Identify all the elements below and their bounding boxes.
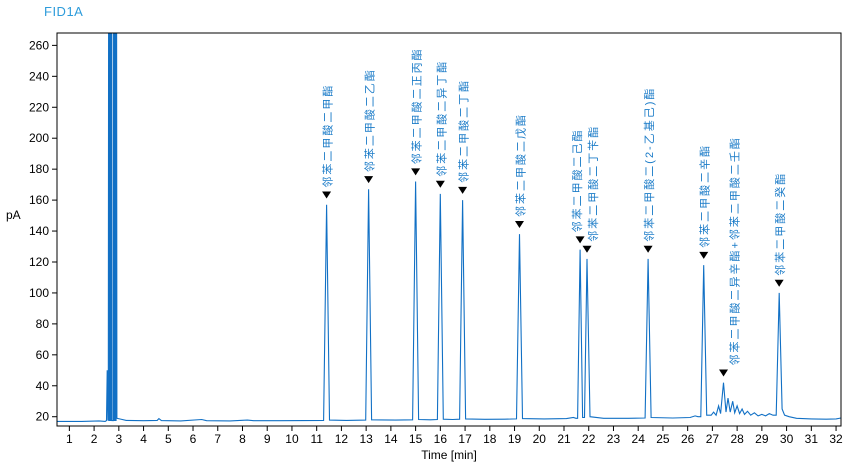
signal-trace — [57, 33, 841, 422]
y-tick-label: 40 — [36, 379, 50, 393]
y-tick-label: 100 — [29, 286, 49, 300]
peak-label: 邻苯二甲酸二戊酯 — [513, 113, 527, 217]
x-tick-label: 7 — [214, 432, 221, 446]
peak-label: 邻苯二甲酸二异辛酯+邻苯二甲酸二壬酯 — [728, 136, 742, 365]
y-tick-label: 220 — [29, 100, 49, 114]
x-tick-label: 13 — [359, 432, 373, 446]
x-axis-label: Time [min] — [421, 448, 477, 462]
y-axis-label: pA — [6, 208, 21, 222]
y-tick-label: 260 — [29, 38, 49, 52]
peak-marker — [719, 369, 729, 377]
x-tick-label: 15 — [409, 432, 423, 446]
x-tick-label: 1 — [66, 432, 73, 446]
y-tick-label: 180 — [29, 162, 49, 176]
x-tick-label: 9 — [264, 432, 271, 446]
x-tick-label: 14 — [384, 432, 398, 446]
x-tick-label: 19 — [508, 432, 522, 446]
peak-label: 邻苯二甲酸二(2-乙基己)酯 — [642, 87, 656, 242]
x-tick-label: 23 — [607, 432, 621, 446]
x-tick-label: 11 — [310, 432, 323, 446]
x-tick-label: 21 — [557, 432, 571, 446]
y-tick-label: 80 — [36, 317, 50, 331]
x-tick-label: 3 — [115, 432, 122, 446]
peak-marker — [582, 245, 592, 253]
peak-label: 邻苯二甲酸二甲酯 — [321, 84, 335, 188]
y-tick-label: 20 — [36, 410, 50, 424]
peak-marker — [643, 245, 653, 253]
peak-label: 邻苯二甲酸二正丙酯 — [410, 47, 424, 164]
plot-area[interactable] — [57, 33, 841, 426]
y-tick-label: 200 — [29, 131, 49, 145]
peak-label: 邻苯二甲酸二辛酯 — [698, 144, 712, 248]
x-tick-label: 29 — [755, 432, 769, 446]
peak-marker — [699, 251, 709, 259]
x-tick-label: 24 — [632, 432, 646, 446]
peak-label: 邻苯二甲酸二己酯 — [570, 128, 584, 232]
x-tick-label: 10 — [285, 432, 299, 446]
peak-marker — [364, 176, 374, 184]
peak-marker — [411, 168, 421, 176]
peak-label: 邻苯二甲酸二癸酯 — [773, 172, 787, 276]
x-tick-label: 27 — [706, 432, 720, 446]
peak-marker — [458, 186, 468, 194]
y-tick-label: 160 — [29, 193, 49, 207]
x-tick-label: 18 — [483, 432, 497, 446]
x-tick-label: 17 — [458, 432, 472, 446]
x-tick-label: 6 — [190, 432, 197, 446]
peak-marker — [514, 220, 524, 228]
x-tick-label: 32 — [829, 432, 843, 446]
y-tick-label: 60 — [36, 348, 50, 362]
x-tick-label: 22 — [582, 432, 596, 446]
solvent-peak-bar — [113, 33, 117, 421]
y-tick-label: 120 — [29, 255, 49, 269]
x-tick-label: 8 — [239, 432, 246, 446]
peak-marker — [575, 236, 585, 244]
x-tick-label: 5 — [165, 432, 172, 446]
x-tick-label: 16 — [434, 432, 448, 446]
x-tick-label: 26 — [681, 432, 695, 446]
peak-label: 邻苯二甲酸二丁苄酯 — [586, 125, 600, 242]
x-tick-label: 12 — [335, 432, 349, 446]
peak-label: 邻苯二甲酸二异丁酯 — [434, 60, 448, 177]
y-tick-label: 140 — [29, 224, 49, 238]
peak-marker — [322, 191, 332, 199]
x-tick-label: 31 — [805, 432, 819, 446]
peak-label: 邻苯二甲酸二乙酯 — [363, 68, 377, 172]
signal-title: FID1A — [44, 4, 84, 19]
x-tick-label: 28 — [730, 432, 744, 446]
x-tick-label: 4 — [140, 432, 147, 446]
peak-marker — [774, 279, 784, 287]
plot-border — [56, 32, 842, 427]
x-tick-label: 30 — [780, 432, 794, 446]
solvent-peak-bar — [108, 33, 112, 421]
y-tick-label: 240 — [29, 69, 49, 83]
x-tick-label: 20 — [533, 432, 547, 446]
x-tick-label: 25 — [656, 432, 670, 446]
x-tick-label: 2 — [91, 432, 98, 446]
peak-marker — [435, 180, 445, 188]
peak-label: 邻苯二甲酸二丁酯 — [457, 79, 471, 183]
